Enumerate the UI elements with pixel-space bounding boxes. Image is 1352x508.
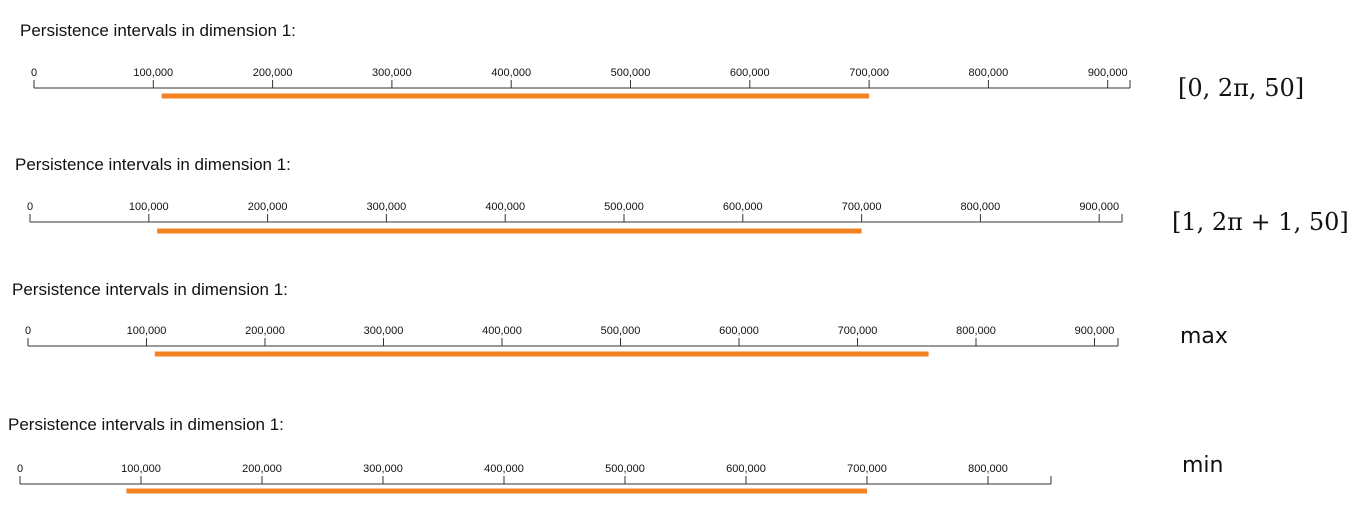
x-tick-label: 700,000 — [847, 463, 887, 475]
x-tick-label: 700,000 — [849, 67, 889, 79]
x-tick-label: 200,000 — [253, 67, 293, 79]
x-tick-label: 800,000 — [961, 201, 1001, 213]
barcode-panel-3: Persistence intervals in dimension 1: 0 10… — [12, 280, 1228, 357]
side-label: min — [1182, 453, 1224, 478]
x-tick-label: 800,000 — [968, 463, 1008, 475]
chart-title: Persistence intervals in dimension 1: — [12, 280, 288, 299]
x-tick-label: 100,000 — [133, 67, 173, 79]
x-tick-label: 300,000 — [363, 463, 403, 475]
x-tick-label: 600,000 — [723, 201, 763, 213]
x-tick-label: 200,000 — [242, 463, 282, 475]
x-tick-label: 500,000 — [611, 67, 651, 79]
x-tick-label: 300,000 — [372, 67, 412, 79]
barcode-panel-1: Persistence intervals in dimension 1: 0 10… — [20, 21, 1304, 102]
chart-title: Persistence intervals in dimension 1: — [15, 155, 291, 174]
x-tick-label: 0 — [17, 463, 23, 475]
barcode-panel-2: Persistence intervals in dimension 1: 0 10… — [15, 155, 1349, 236]
persistence-interval-bar — [126, 488, 868, 494]
x-tick-label: 200,000 — [248, 201, 288, 213]
x-tick-label: 600,000 — [726, 463, 766, 475]
x-tick-label: 400,000 — [491, 67, 531, 79]
x-tick-label: 100,000 — [121, 463, 161, 475]
side-label: [0, 2π, 50] — [1178, 74, 1304, 102]
barcode-panel-4: Persistence intervals in dimension 1: 0 10… — [8, 415, 1224, 494]
x-tick-label: 0 — [27, 201, 33, 213]
x-tick-label: 600,000 — [730, 67, 770, 79]
x-tick-label: 0 — [25, 325, 31, 337]
persistence-interval-bar — [157, 228, 862, 234]
x-tick-label: 400,000 — [484, 463, 524, 475]
x-tick-label: 400,000 — [485, 201, 525, 213]
x-tick-label: 800,000 — [969, 67, 1009, 79]
x-tick-label: 900,000 — [1075, 325, 1115, 337]
x-tick-label: 900,000 — [1079, 201, 1119, 213]
x-tick-label: 800,000 — [956, 325, 996, 337]
x-tick-label: 400,000 — [482, 325, 522, 337]
persistence-interval-bar — [161, 93, 870, 99]
x-tick-label: 700,000 — [838, 325, 878, 337]
x-tick-label: 600,000 — [719, 325, 759, 337]
side-label: [1, 2π + 1, 50] — [1172, 208, 1349, 236]
x-tick-label: 0 — [31, 67, 37, 79]
x-tick-label: 500,000 — [604, 201, 644, 213]
side-label: max — [1180, 324, 1228, 349]
x-tick-label: 300,000 — [367, 201, 407, 213]
x-tick-label: 500,000 — [601, 325, 641, 337]
persistence-interval-bar — [154, 351, 929, 357]
chart-title: Persistence intervals in dimension 1: — [8, 415, 284, 434]
chart-title: Persistence intervals in dimension 1: — [20, 21, 296, 40]
x-tick-label: 300,000 — [364, 325, 404, 337]
x-tick-label: 700,000 — [842, 201, 882, 213]
x-tick-label: 500,000 — [605, 463, 645, 475]
x-tick-label: 100,000 — [129, 201, 169, 213]
x-tick-label: 100,000 — [127, 325, 167, 337]
x-tick-label: 900,000 — [1088, 67, 1128, 79]
x-tick-label: 200,000 — [245, 325, 285, 337]
